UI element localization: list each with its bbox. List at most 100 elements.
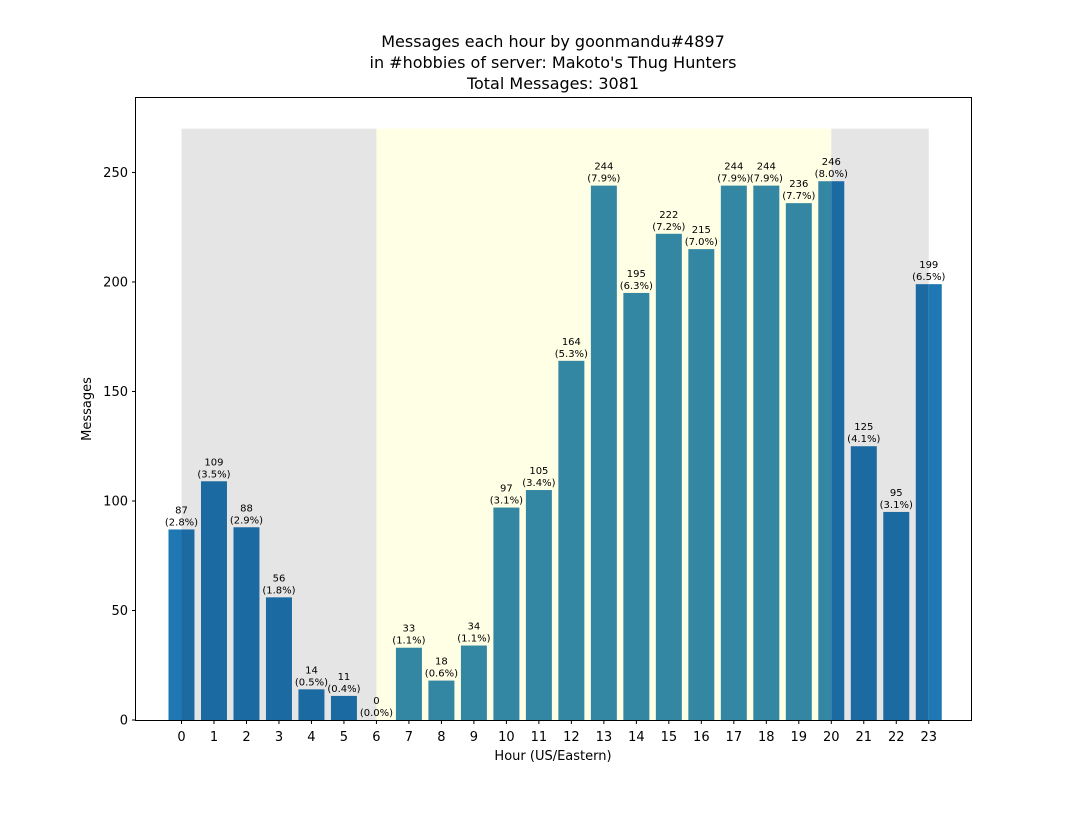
x-tick-label: 14 [628, 730, 645, 745]
bar-12 [558, 360, 585, 720]
bar-value-label: 164 [562, 337, 581, 348]
bar-value-label: 109 [204, 457, 223, 468]
bar-value-label: 236 [789, 179, 808, 190]
x-tick-label: 0 [177, 730, 185, 745]
bar-percent-label: (2.9%) [230, 515, 263, 526]
bar-segment [928, 284, 942, 720]
bar-0 [168, 529, 195, 720]
x-tick-label: 7 [405, 730, 413, 745]
bar-value-label: 95 [890, 488, 903, 499]
bar-percent-label: (0.6%) [425, 669, 458, 680]
x-tick-label: 19 [791, 730, 808, 745]
bar-value-label: 222 [659, 210, 678, 221]
bar-percent-label: (8.0%) [815, 169, 848, 180]
x-axis-label: Hour (US/Eastern) [494, 749, 611, 764]
bar-segment [850, 446, 877, 720]
bar-value-label: 14 [305, 665, 318, 676]
bar-percent-label: (0.0%) [360, 708, 393, 719]
bar-percent-label: (4.1%) [847, 434, 880, 445]
x-tick-label: 18 [758, 730, 775, 745]
bar-22 [883, 511, 910, 720]
bar-segment [818, 181, 832, 721]
x-tick-label: 13 [596, 730, 613, 745]
x-tick-label: 4 [307, 730, 315, 745]
bar-21 [850, 446, 877, 720]
bar-segment [460, 645, 487, 720]
y-tick-label: 50 [111, 604, 128, 619]
bar-value-label: 215 [692, 225, 711, 236]
bar-value-label: 0 [373, 696, 379, 707]
bar-segment [655, 233, 682, 720]
bar-value-label: 88 [240, 503, 253, 514]
bars [168, 181, 942, 721]
y-axis: 0 50 100 150 200 250 [103, 166, 136, 729]
bar-segment [265, 597, 292, 720]
bar-segment [181, 529, 195, 720]
chart-title-line-3: Total Messages: 3081 [466, 74, 639, 93]
bar-segment [298, 689, 325, 720]
bar-percent-label: (2.8%) [165, 517, 198, 528]
y-axis-label: Messages [80, 377, 95, 441]
x-tick-label: 10 [498, 730, 515, 745]
x-tick-label: 5 [340, 730, 348, 745]
bar-value-label: 199 [919, 260, 938, 271]
bar-percent-label: (3.4%) [522, 478, 555, 489]
bar-percent-label: (6.5%) [912, 272, 945, 283]
bar-percent-label: (0.5%) [295, 677, 328, 688]
bar-value-label: 195 [627, 269, 646, 280]
bar-segment [883, 511, 910, 720]
bar-20 [818, 181, 845, 721]
bar-percent-label: (5.3%) [555, 349, 588, 360]
bar-segment [233, 527, 260, 720]
bar-percent-label: (1.1%) [392, 636, 425, 647]
x-tick-label: 2 [242, 730, 250, 745]
bar-segment [525, 490, 552, 720]
bar-value-label: 244 [594, 162, 613, 173]
x-tick-label: 21 [856, 730, 873, 745]
bar-segment [428, 680, 455, 720]
y-tick-label: 100 [103, 494, 128, 509]
bar-value-label: 33 [403, 624, 416, 635]
x-tick-label: 9 [470, 730, 478, 745]
bar-percent-label: (7.9%) [587, 174, 620, 185]
bar-percent-label: (7.0%) [685, 237, 718, 248]
bar-percent-label: (6.3%) [620, 281, 653, 292]
bar-percent-label: (7.9%) [717, 174, 750, 185]
x-tick-label: 3 [275, 730, 283, 745]
bar-15 [655, 233, 682, 720]
bar-value-label: 11 [338, 672, 351, 683]
y-tick-label: 0 [120, 714, 128, 729]
bar-value-label: 56 [273, 573, 286, 584]
bar-percent-label: (7.7%) [782, 191, 815, 202]
bar-segment [688, 249, 715, 720]
bar-2 [233, 527, 260, 720]
bar-percent-label: (1.1%) [457, 634, 490, 645]
bar-segment [168, 529, 182, 720]
bar-23 [915, 284, 942, 720]
x-tick-label: 1 [210, 730, 218, 745]
x-tick-label: 8 [437, 730, 445, 745]
bar-segment [590, 185, 617, 720]
chart-title-line-1: Messages each hour by goonmandu#4897 [381, 32, 725, 51]
x-tick-label: 12 [563, 730, 580, 745]
x-tick-label: 17 [726, 730, 743, 745]
bar-segment [915, 284, 929, 720]
x-tick-label: 6 [372, 730, 380, 745]
bar-segment [395, 647, 422, 720]
bar-4 [298, 689, 325, 720]
bar-percent-label: (0.4%) [327, 684, 360, 695]
bar-segment [753, 185, 780, 720]
x-tick-label: 22 [888, 730, 905, 745]
bar-segment [720, 185, 747, 720]
bar-segment [330, 695, 357, 720]
bar-13 [590, 185, 617, 720]
y-tick-label: 250 [103, 166, 128, 181]
bar-11 [525, 490, 552, 720]
bar-value-label: 97 [500, 484, 513, 495]
x-tick-label: 11 [531, 730, 548, 745]
bar-16 [688, 249, 715, 720]
bar-percent-label: (7.9%) [750, 174, 783, 185]
bar-segment [831, 181, 845, 721]
